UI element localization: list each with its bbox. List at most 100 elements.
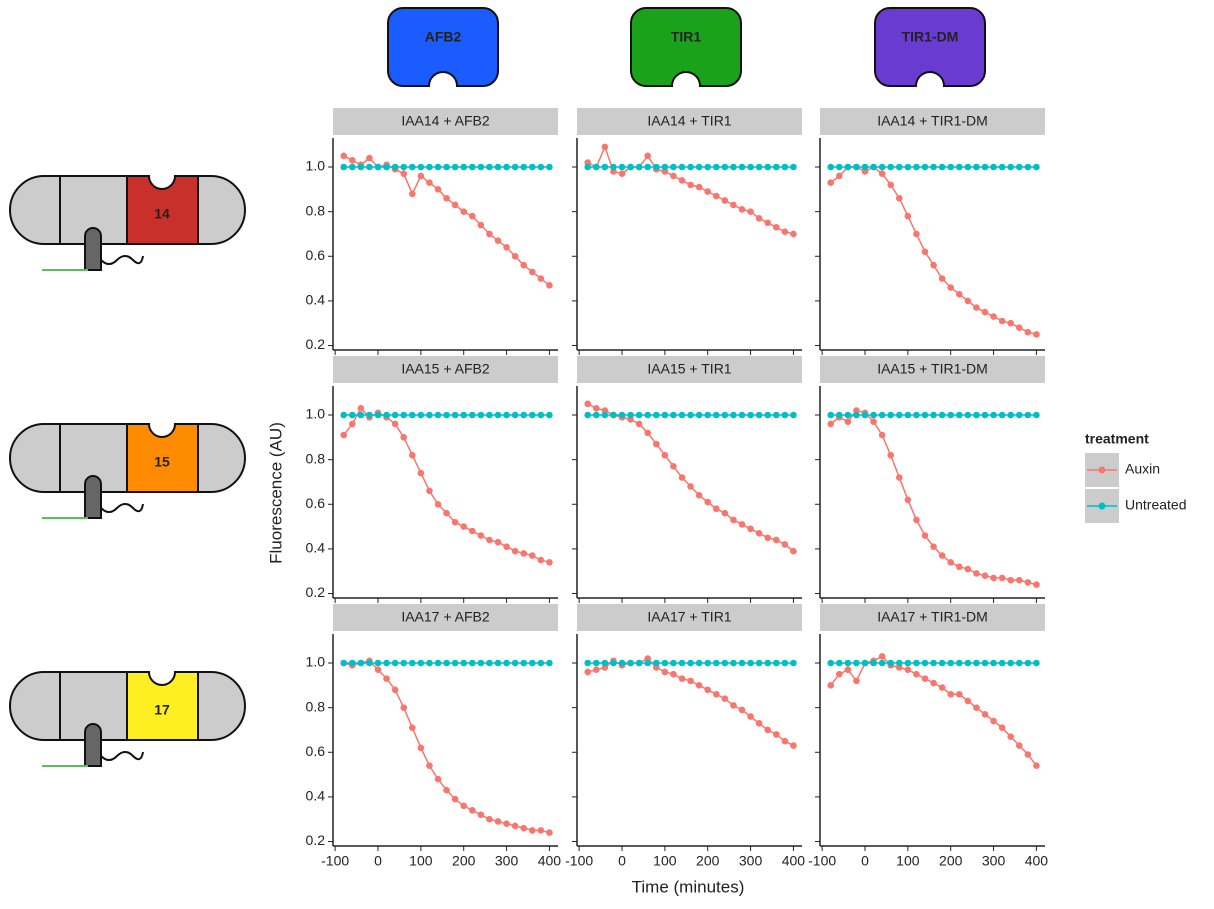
strip <box>820 108 1045 135</box>
point <box>670 172 677 180</box>
point <box>904 659 912 667</box>
point <box>990 717 997 725</box>
point <box>895 163 903 171</box>
point <box>887 163 895 171</box>
point <box>426 163 433 171</box>
strip-title: IAA14 + AFB2 <box>401 113 490 129</box>
point <box>930 659 937 667</box>
point <box>537 163 545 171</box>
point <box>955 690 963 698</box>
x-tick-label: 200 <box>696 853 720 869</box>
point <box>503 163 510 171</box>
strip-title: IAA15 + TIR1-DM <box>877 361 988 377</box>
point <box>357 405 365 412</box>
y-tick-label: 0.6 <box>306 247 326 263</box>
point <box>947 690 955 698</box>
y-axis-label: Fluorescence (AU) <box>266 422 285 564</box>
point <box>486 230 493 238</box>
x-tick-label: 100 <box>409 853 433 869</box>
point <box>494 538 502 546</box>
point <box>878 653 886 660</box>
x-tick-label: 0 <box>618 853 626 869</box>
point <box>844 163 852 171</box>
point <box>1033 163 1040 171</box>
point <box>661 451 669 459</box>
point <box>981 411 989 419</box>
point <box>417 659 425 667</box>
point <box>366 163 373 171</box>
point <box>400 704 408 711</box>
point <box>827 179 835 186</box>
point <box>772 731 780 738</box>
point <box>546 558 553 566</box>
point <box>348 420 356 428</box>
strip <box>577 108 802 135</box>
point <box>747 713 754 720</box>
point <box>443 659 450 667</box>
point <box>695 411 703 419</box>
strip-title: IAA17 + AFB2 <box>401 609 490 625</box>
point <box>998 163 1006 171</box>
point <box>870 411 877 419</box>
point <box>738 411 746 419</box>
point <box>990 659 997 667</box>
point <box>721 659 729 667</box>
point <box>712 411 720 419</box>
point <box>827 420 835 428</box>
point <box>601 659 609 667</box>
x-tick-label: -100 <box>808 853 836 869</box>
point <box>790 163 797 171</box>
point <box>1033 581 1040 588</box>
point <box>592 411 600 419</box>
point <box>408 190 416 198</box>
point <box>661 668 669 676</box>
point <box>913 659 920 667</box>
receptor-shape <box>387 7 499 87</box>
point <box>400 434 408 441</box>
point <box>973 659 980 667</box>
point <box>930 679 937 687</box>
point <box>772 411 780 419</box>
strip <box>333 604 558 631</box>
tail <box>100 255 144 265</box>
point <box>408 451 416 459</box>
point <box>947 659 955 667</box>
point <box>981 711 989 718</box>
point <box>998 659 1006 667</box>
point <box>468 212 476 220</box>
series-line <box>830 655 1037 767</box>
point <box>998 317 1006 325</box>
point <box>374 666 382 674</box>
point <box>592 405 600 412</box>
point <box>601 411 609 419</box>
point <box>348 411 356 419</box>
point <box>391 411 399 419</box>
point <box>383 675 390 682</box>
point <box>477 411 485 419</box>
strip-title: IAA17 + TIR1 <box>647 609 731 625</box>
point <box>610 163 617 171</box>
strip <box>333 356 558 383</box>
point <box>546 411 553 419</box>
point <box>887 451 895 459</box>
point <box>434 186 442 193</box>
point <box>511 547 519 555</box>
point <box>537 411 545 419</box>
point <box>1015 324 1023 331</box>
point <box>998 411 1006 419</box>
point <box>712 505 720 513</box>
point <box>511 252 519 260</box>
point <box>827 682 835 689</box>
point <box>853 677 860 685</box>
point <box>644 152 652 160</box>
point <box>460 802 468 810</box>
x-tick-label: 400 <box>1025 853 1049 869</box>
point <box>340 659 348 667</box>
point <box>374 163 382 171</box>
point <box>417 744 425 752</box>
point <box>747 659 754 667</box>
point <box>391 686 399 694</box>
point <box>494 237 502 244</box>
point <box>477 532 485 539</box>
